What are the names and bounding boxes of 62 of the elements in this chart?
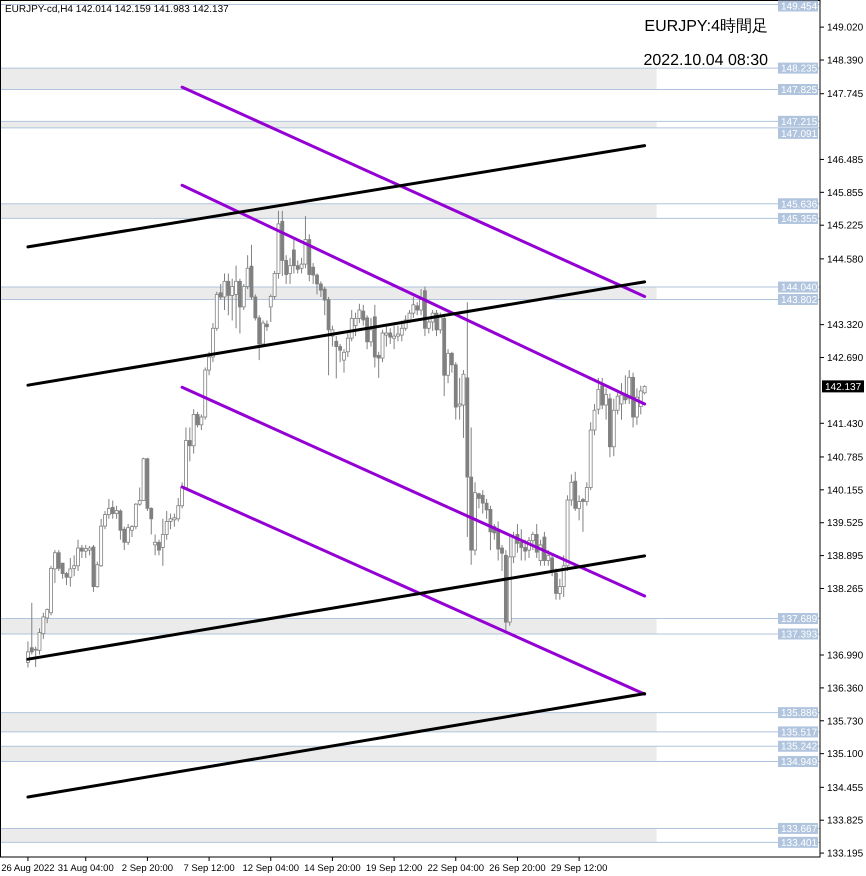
candlestick [392,325,396,350]
ref-line-label: 137.689 [781,614,818,626]
y-tick-label: 136.360 [827,683,864,694]
text: 142.137 [825,382,862,393]
y-tick-label: 140.785 [827,452,864,464]
y-tick-label: 133.195 [827,848,864,860]
x-tick-label: 26 Sep 20:00 [489,863,546,874]
candlestick [68,557,72,588]
x-tick-label: 2 Sep 20:00 [122,863,174,874]
y-tick-label: 135.730 [827,716,864,728]
x-tick-label: 12 Sep 04:00 [242,863,300,874]
ref-line-label: 147.215 [781,116,818,128]
y-tick-label: 138.265 [827,584,864,595]
x-tick-label: 26 Aug 2022 [1,863,55,874]
ref-line-label: 144.040 [781,282,818,294]
y-tick-label: 133.825 [827,816,864,827]
ref-line-label: 135.242 [781,742,818,753]
y-tick-label: 142.690 [827,353,864,364]
y-tick-label: 140.155 [827,485,864,496]
annotation: EURJPY:4時間足 [644,17,768,35]
y-tick-label: 138.895 [827,551,864,562]
x-tick-label: 7 Sep 12:00 [183,863,235,874]
chart-title: EURJPY-cd,H4 142.014 142.159 141.983 142.137 [5,4,230,15]
y-tick-label: 144.580 [827,254,864,266]
annotation: 2022.10.04 08:30 [643,52,768,69]
y-tick-label: 149.020 [827,22,864,34]
x-tick-label: 29 Sep 12:00 [550,863,608,874]
y-tick-label: 145.225 [827,220,864,232]
ref-line-label: 145.636 [781,199,818,210]
y-tick-label: 143.320 [827,320,864,332]
ref-line-label: 133.667 [781,824,818,835]
y-tick-label: 139.525 [827,518,864,530]
y-tick-label: 146.485 [827,154,864,166]
candlestick [415,302,420,316]
y-tick-label: 136.990 [827,650,864,662]
y-tick-label: 148.390 [827,56,864,67]
candlestick [84,544,88,558]
ref-line-label: 137.393 [781,629,818,640]
ref-line-label: 143.802 [781,294,818,306]
x-tick-label: 14 Sep 20:00 [304,863,361,874]
candlestick [153,534,158,556]
ref-line-label: 147.825 [781,85,818,96]
ref-line-label: 133.401 [781,838,818,849]
ref-line-label: 145.355 [781,214,818,225]
ref-line-label: 147.091 [781,128,818,140]
candlestick [110,500,115,520]
y-tick-label: 134.455 [827,782,864,794]
candlestick [234,265,238,329]
x-tick-label: 31 Aug 04:00 [58,863,114,874]
ref-line-label: 149.454 [781,2,818,12]
ref-line-label: 135.886 [781,708,818,720]
y-tick-label: 145.855 [827,188,864,199]
y-tick-label: 135.100 [827,749,864,760]
ref-line-label: 134.949 [781,757,818,768]
ref-line-label: 135.517 [781,727,818,738]
x-tick-label: 22 Sep 04:00 [427,863,484,874]
ref-line-label: 148.235 [781,64,818,75]
y-tick-label: 147.745 [827,89,864,100]
candlestick [56,550,61,572]
y-tick-label: 141.430 [827,418,864,430]
candlestick [222,272,226,311]
x-tick-label: 19 Sep 12:00 [366,863,422,874]
